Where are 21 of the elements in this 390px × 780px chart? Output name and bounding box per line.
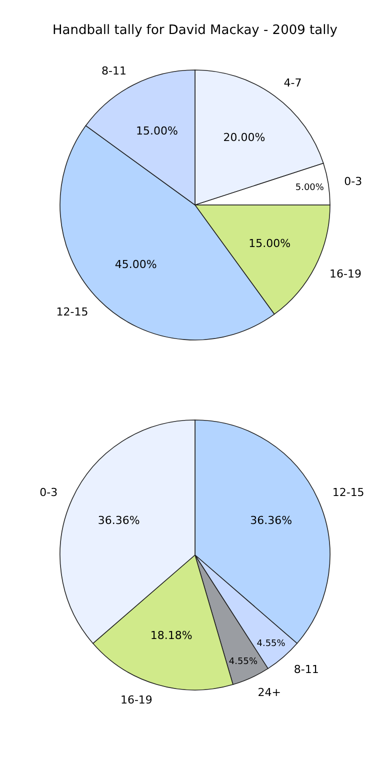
data-label: 15.00%	[248, 236, 291, 250]
slice-label: 12-15	[56, 306, 88, 319]
data-label: 45.00%	[114, 258, 157, 272]
data-label: 18.18%	[150, 629, 192, 642]
data-label: 20.00%	[223, 131, 266, 144]
slice-label: 4-7	[284, 76, 302, 90]
data-label: 4.55%	[256, 638, 286, 649]
slice-label: 12-15	[332, 486, 364, 500]
data-label: 5.00%	[295, 182, 324, 193]
slice-label: 16-19	[330, 267, 362, 280]
slice-label: 0-3	[344, 175, 362, 188]
chart-title: Handball tally for David Mackay - 2009 tally	[52, 23, 338, 38]
data-label: 4.55%	[228, 656, 258, 667]
slice-label: 24+	[258, 686, 281, 700]
data-label: 36.36%	[98, 514, 140, 528]
slice-label: 0-3	[40, 486, 58, 500]
slice-label: 8-11	[294, 662, 319, 676]
data-label: 15.00%	[136, 124, 178, 138]
slice-label: 16-19	[120, 694, 152, 707]
data-label: 36.36%	[250, 514, 292, 528]
slice-label: 8-11	[101, 64, 126, 78]
